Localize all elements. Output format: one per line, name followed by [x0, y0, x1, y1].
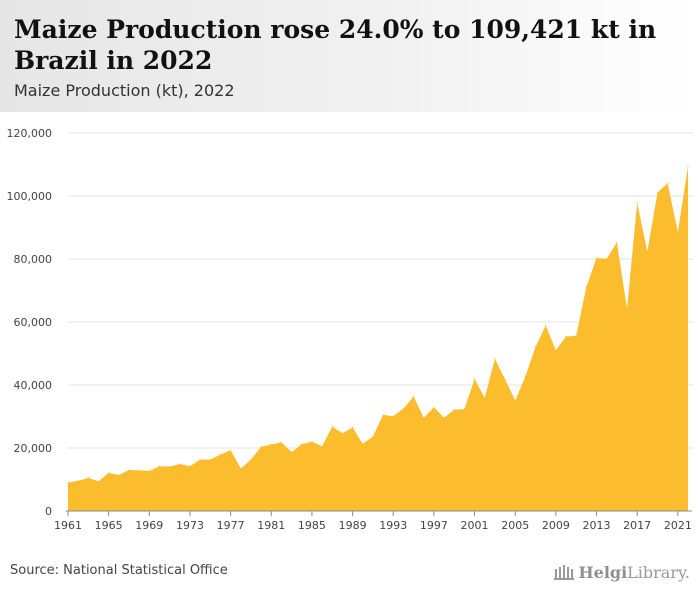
- data-point: [595, 257, 598, 259]
- data-point: [321, 445, 323, 448]
- library-building-icon: [553, 565, 574, 580]
- x-tick-label: 2013: [583, 519, 611, 532]
- data-point: [555, 349, 557, 351]
- brand-name: HelgiLibrary.: [579, 563, 690, 582]
- data-point: [646, 250, 648, 253]
- data-point: [138, 469, 140, 471]
- data-point: [463, 408, 465, 410]
- data-point: [606, 258, 608, 260]
- brand-logo[interactable]: HelgiLibrary.: [553, 560, 690, 584]
- data-point: [209, 459, 211, 461]
- data-point: [494, 358, 496, 360]
- data-point: [433, 406, 435, 408]
- data-point: [97, 480, 100, 482]
- data-point: [402, 408, 405, 410]
- data-point: [443, 417, 445, 419]
- data-point: [372, 436, 374, 438]
- data-point: [453, 408, 455, 411]
- x-tick-label: 1965: [95, 519, 123, 532]
- data-point: [524, 375, 526, 378]
- data-point: [616, 241, 618, 243]
- data-point: [392, 415, 394, 417]
- data-point: [87, 477, 89, 479]
- y-tick-label: 20,000: [14, 442, 53, 455]
- y-tick-label: 80,000: [14, 253, 53, 266]
- data-point: [534, 346, 537, 348]
- y-tick-label: 120,000: [7, 127, 53, 140]
- y-axis-labels: 0 20,000 40,000 60,000 80,000 100,000 120,000: [7, 127, 53, 518]
- x-tick-label: 1961: [54, 519, 82, 532]
- x-tick-label: 1997: [420, 519, 448, 532]
- data-point: [362, 443, 364, 445]
- data-point: [656, 191, 659, 194]
- header-banner: Maize Production rose 24.0% to 109,421 k…: [0, 0, 700, 112]
- page-title: Maize Production rose 24.0% to 109,421 k…: [14, 15, 657, 75]
- x-tick-label: 1981: [257, 519, 285, 532]
- data-point: [667, 182, 669, 184]
- data-point: [677, 231, 679, 233]
- data-point: [260, 446, 262, 448]
- data-point: [219, 454, 222, 456]
- data-point: [575, 335, 577, 337]
- y-tick-label: 0: [45, 505, 52, 518]
- data-point: [687, 165, 689, 167]
- data-point: [189, 465, 191, 467]
- data-point: [158, 465, 161, 467]
- x-axis: 1961 1965 1969 1973 1977 1981 1985 1989 1993 1997…: [54, 510, 692, 532]
- data-point: [484, 397, 486, 399]
- brand-name-bold: Helgi: [578, 562, 628, 582]
- data-point: [108, 472, 110, 474]
- data-point: [585, 286, 587, 288]
- data-point: [199, 459, 201, 461]
- data-point: [250, 459, 252, 461]
- x-tick-label: 2017: [623, 519, 651, 532]
- data-point: [230, 449, 232, 451]
- y-tick-label: 60,000: [14, 316, 53, 329]
- data-point: [351, 426, 354, 429]
- x-tick-label: 2005: [501, 519, 529, 532]
- data-point: [545, 324, 547, 327]
- data-point: [514, 399, 516, 402]
- area-series-fill: [68, 166, 688, 511]
- chart-subtitle: Maize Production (kt), 2022: [14, 81, 235, 100]
- data-point: [412, 396, 415, 398]
- data-point: [301, 443, 303, 445]
- x-tick-label: 2001: [461, 519, 489, 532]
- data-point: [311, 441, 313, 443]
- data-point: [626, 308, 628, 310]
- data-point: [382, 414, 384, 416]
- data-point: [636, 202, 638, 204]
- data-point: [341, 432, 344, 434]
- y-tick-label: 100,000: [7, 190, 53, 203]
- brand-name-rest: Library.: [627, 562, 690, 582]
- x-tick-label: 2021: [664, 519, 692, 532]
- data-point: [67, 482, 69, 484]
- data-point: [280, 441, 283, 443]
- data-point: [128, 469, 130, 471]
- x-tick-label: 1969: [135, 519, 163, 532]
- x-tick-label: 1973: [176, 519, 204, 532]
- data-point: [77, 480, 79, 482]
- data-point: [504, 378, 506, 380]
- data-point: [291, 451, 293, 453]
- data-point: [148, 470, 150, 472]
- x-tick-label: 2009: [542, 519, 570, 532]
- data-point: [473, 378, 476, 380]
- data-point: [118, 474, 120, 476]
- data-point: [270, 443, 272, 446]
- x-tick-label: 1977: [217, 519, 245, 532]
- x-tick-label: 1993: [379, 519, 407, 532]
- x-tick-label: 1985: [298, 519, 326, 532]
- area-chart: 020,00040,00060,00080,000100,000120,000 …: [7, 127, 694, 532]
- data-point: [423, 417, 425, 419]
- data-point: [240, 467, 242, 470]
- series-area: [67, 165, 689, 511]
- data-point: [331, 425, 333, 428]
- source-note: Source: National Statistical Office: [10, 563, 228, 578]
- data-point: [565, 335, 567, 338]
- data-point: [169, 465, 171, 468]
- data-point: [179, 463, 181, 465]
- y-tick-label: 40,000: [14, 379, 53, 392]
- x-tick-label: 1989: [339, 519, 367, 532]
